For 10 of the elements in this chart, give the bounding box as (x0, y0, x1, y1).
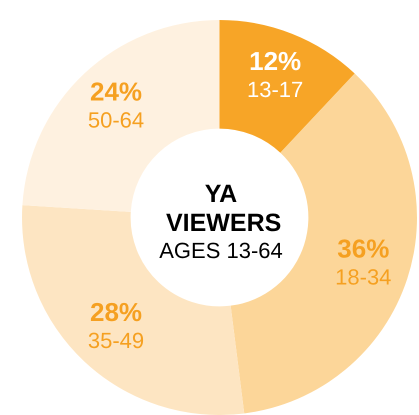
slice-label: 13-17 (247, 76, 304, 102)
data-label: 28% (90, 296, 142, 327)
slice-label: 35-49 (88, 328, 144, 353)
data-label: 36% (337, 233, 390, 264)
slice-label: 18-34 (335, 264, 392, 290)
slice-label: 50-64 (88, 107, 144, 132)
text: AGES 13-64 (159, 238, 283, 264)
data-label: 24% (90, 76, 142, 106)
text: YA VIEWERS (166, 180, 282, 238)
data-label: 12% (249, 46, 302, 76)
